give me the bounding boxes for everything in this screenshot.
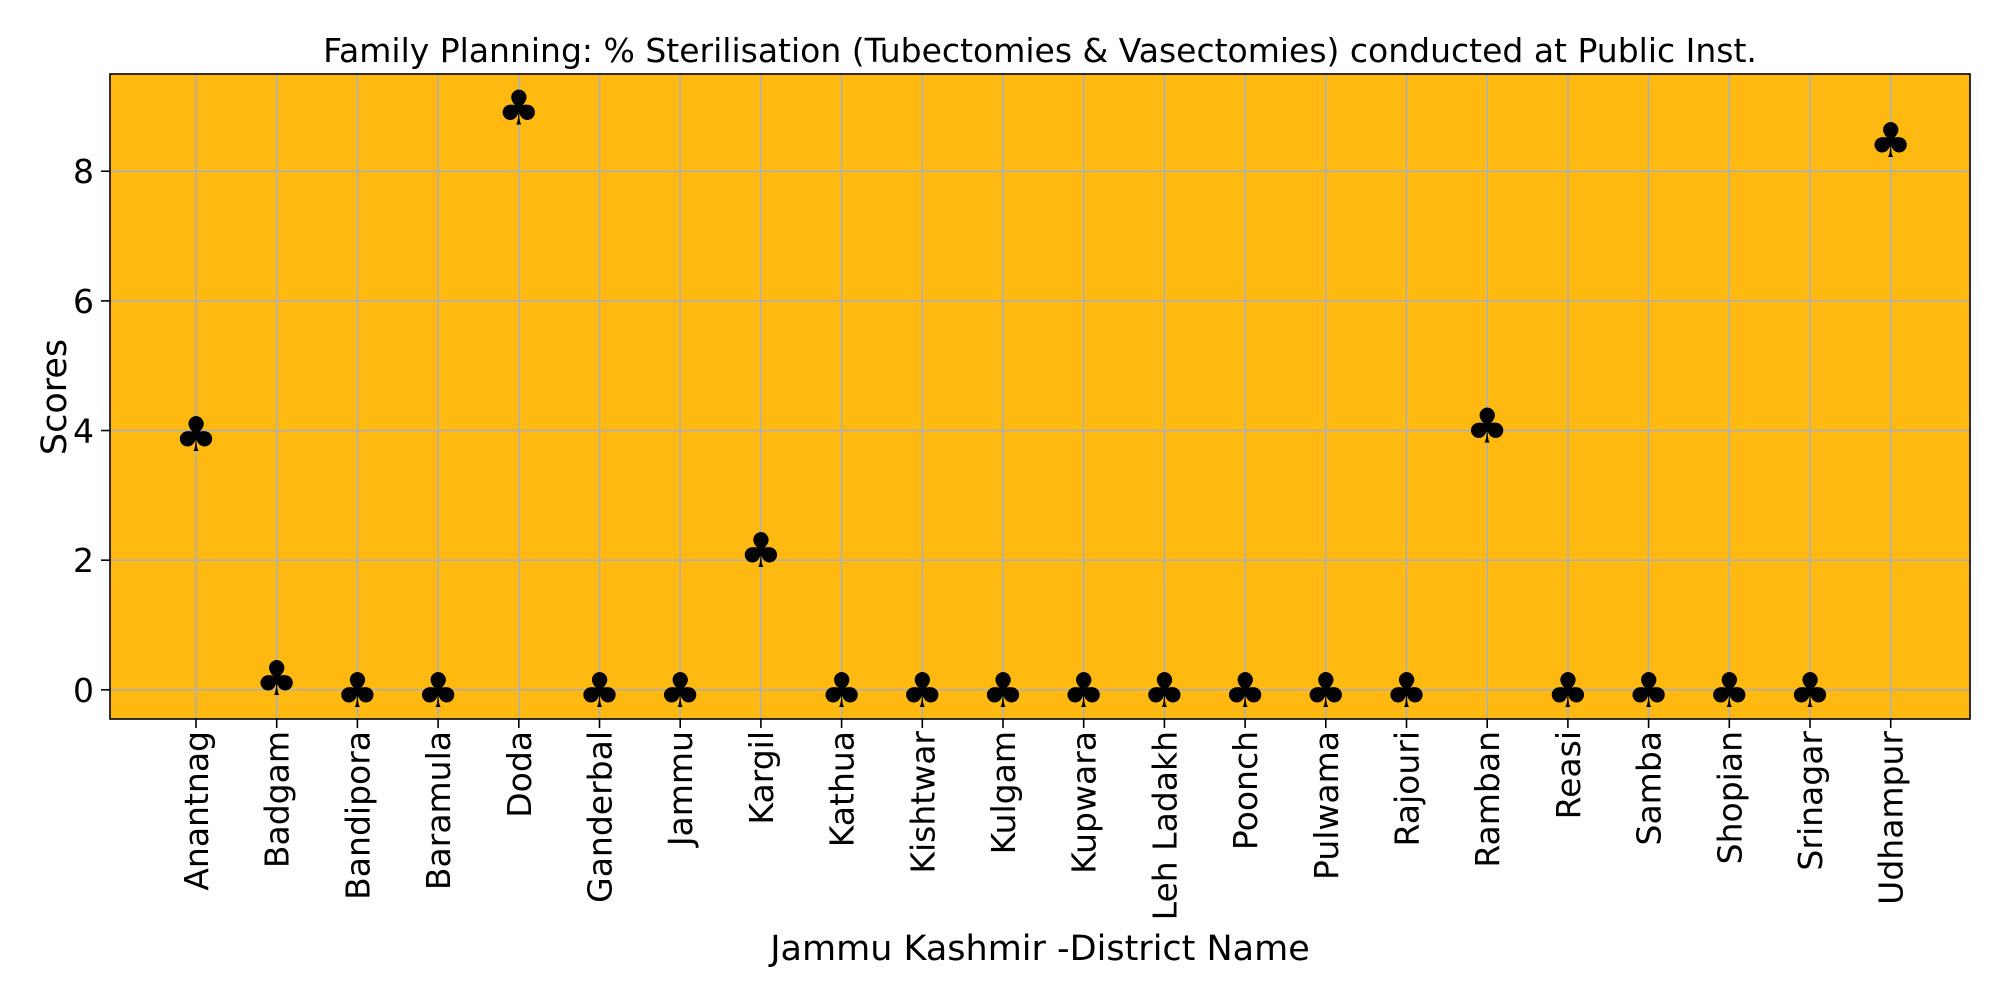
data-point-marker: ♣ — [1466, 398, 1509, 454]
axis-ticks — [101, 170, 1892, 728]
y-tick-label: 2 — [73, 541, 94, 580]
x-tick-label: Samba — [1630, 731, 1669, 846]
data-point-marker: ♣ — [981, 663, 1024, 719]
x-tick-label: Poonch — [1226, 731, 1265, 850]
data-points: ♣ ♣ ♣ ♣ ♣ ♣ ♣ ♣ ♣ ♣ ♣ ♣ ♣ ♣ ♣ ♣ ♣ ♣ ♣ ♣ ♣ ♣ — [174, 81, 1912, 719]
data-point-marker: ♣ — [174, 407, 217, 463]
data-point-marker: ♣ — [1304, 663, 1347, 719]
data-point-marker: ♣ — [1869, 113, 1912, 169]
x-tick-label: Kupwara — [1065, 731, 1104, 874]
x-tick-label: Pulwama — [1307, 731, 1346, 880]
y-tick-label: 6 — [73, 282, 94, 321]
data-point-marker: ♣ — [1708, 663, 1751, 719]
data-point-marker: ♣ — [820, 663, 863, 719]
data-point-marker: ♣ — [417, 663, 460, 719]
y-tick-label: 4 — [73, 412, 94, 451]
data-point-marker: ♣ — [1627, 663, 1670, 719]
x-tick-label: Kargil — [742, 731, 781, 825]
grid-lines — [110, 74, 1970, 719]
x-tick-label: Doda — [500, 731, 539, 818]
y-axis-label: Scores — [35, 339, 75, 455]
x-tick-label: Bandipora — [338, 731, 377, 900]
data-point-marker: ♣ — [1224, 663, 1267, 719]
x-axis-label: Jammu Kashmir -District Name — [768, 929, 1310, 969]
y-tick-label: 8 — [73, 152, 94, 191]
x-tick-label: Kathua — [823, 731, 862, 847]
data-point-marker: ♣ — [255, 651, 298, 707]
data-point-marker: ♣ — [1788, 663, 1831, 719]
x-tick-label: Leh Ladakh — [1145, 731, 1184, 920]
x-tick-label: Ramban — [1468, 731, 1507, 868]
data-point-marker: ♣ — [659, 663, 702, 719]
x-tick-label: Srinagar — [1791, 731, 1830, 871]
chart-title: Family Planning: % Sterilisation (Tubect… — [323, 31, 1757, 70]
data-point-marker: ♣ — [336, 663, 379, 719]
x-tick-label: Kishtwar — [903, 731, 942, 874]
x-tick-label: Baramula — [419, 731, 458, 890]
x-tick-label: Ganderbal — [581, 731, 620, 903]
data-point-marker: ♣ — [1062, 663, 1105, 719]
y-tick-label: 0 — [73, 671, 94, 710]
data-point-marker: ♣ — [1143, 663, 1186, 719]
x-tick-label: Rajouri — [1388, 731, 1427, 846]
data-point-marker: ♣ — [1385, 663, 1428, 719]
x-tick-label: Jammu — [661, 731, 700, 848]
data-point-marker: ♣ — [1546, 663, 1589, 719]
y-tick-labels: 0 2 4 6 8 — [73, 152, 94, 710]
plot-frame — [109, 73, 1971, 720]
data-point-marker: ♣ — [739, 523, 782, 579]
x-tick-label: Shopian — [1710, 731, 1749, 864]
x-tick-label: Badgam — [258, 731, 297, 868]
x-tick-label: Anantnag — [177, 731, 216, 891]
data-point-marker: ♣ — [901, 663, 944, 719]
data-point-marker: ♣ — [497, 81, 540, 137]
x-tick-label: Udhampur — [1872, 731, 1911, 905]
x-tick-labels: Anantnag Badgam Bandipora Baramula Doda Gande… — [177, 731, 1911, 921]
data-point-marker: ♣ — [578, 663, 621, 719]
plot-area — [110, 74, 1970, 719]
x-tick-label: Kulgam — [984, 731, 1023, 854]
x-tick-label: Reasi — [1549, 731, 1588, 819]
